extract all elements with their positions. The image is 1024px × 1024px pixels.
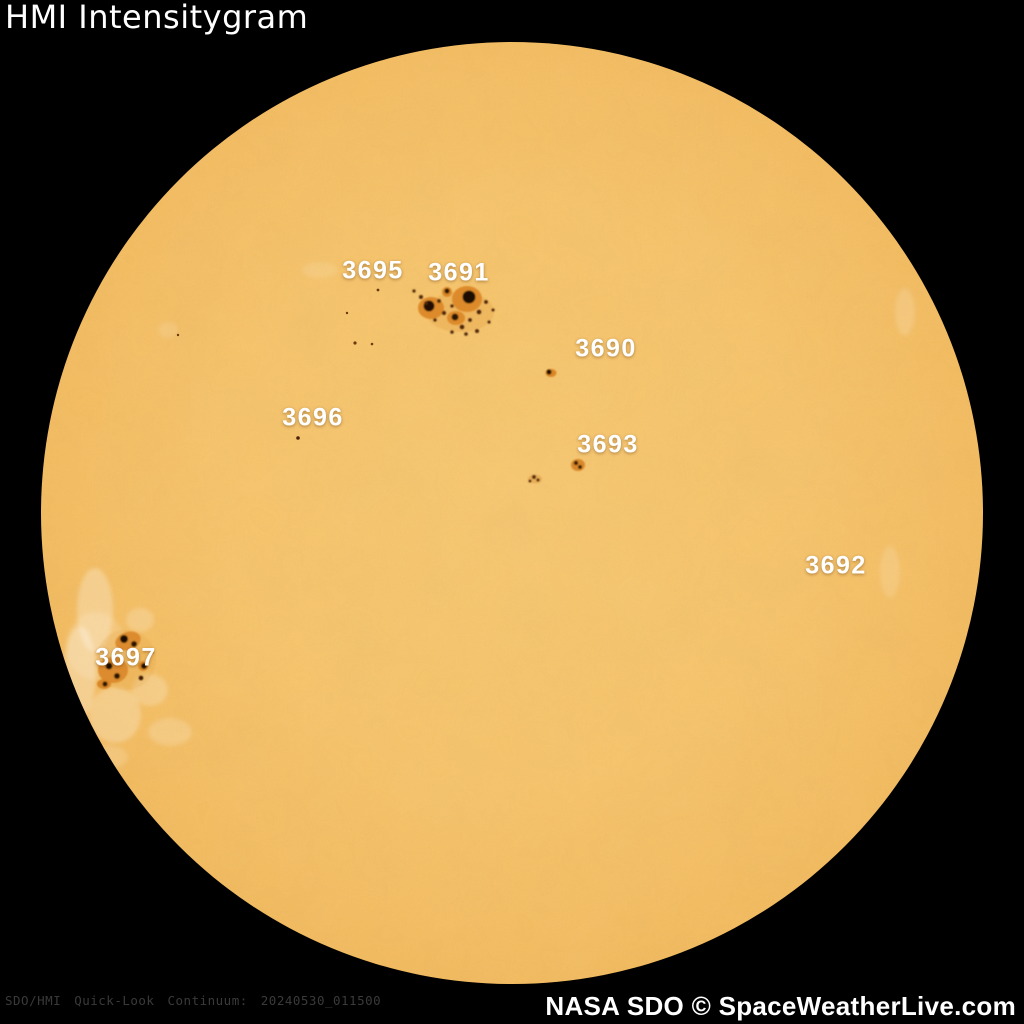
sun-mottle-texture: [41, 42, 983, 984]
sunspot-group-3697: [96, 630, 156, 690]
active-region-label-3690: 3690: [575, 334, 637, 363]
sunspot-group-3691: [412, 286, 495, 336]
observation-caption: SDO/HMI Quick-Look Continuum: 20240530_0…: [5, 993, 382, 1008]
sunspot-group-3690: [545, 369, 557, 377]
sunspot-layer: [96, 286, 585, 690]
active-region-label-3692: 3692: [805, 551, 867, 580]
active-region-label-3691: 3691: [428, 258, 490, 287]
active-region-label-3695: 3695: [342, 256, 404, 285]
page-title: HMI Intensitygram: [5, 0, 309, 36]
sunspot-group-3696: [296, 436, 300, 440]
credit-attribution: NASA SDO © SpaceWeatherLive.com: [545, 991, 1016, 1021]
sunspot-group-3693: [528, 459, 585, 484]
sunspot-speck: [176, 333, 180, 337]
active-region-label-3696: 3696: [282, 403, 344, 432]
active-region-label-3693: 3693: [577, 430, 639, 459]
sunspot-group-3695: [345, 288, 380, 346]
active-region-label-3697: 3697: [95, 643, 157, 672]
